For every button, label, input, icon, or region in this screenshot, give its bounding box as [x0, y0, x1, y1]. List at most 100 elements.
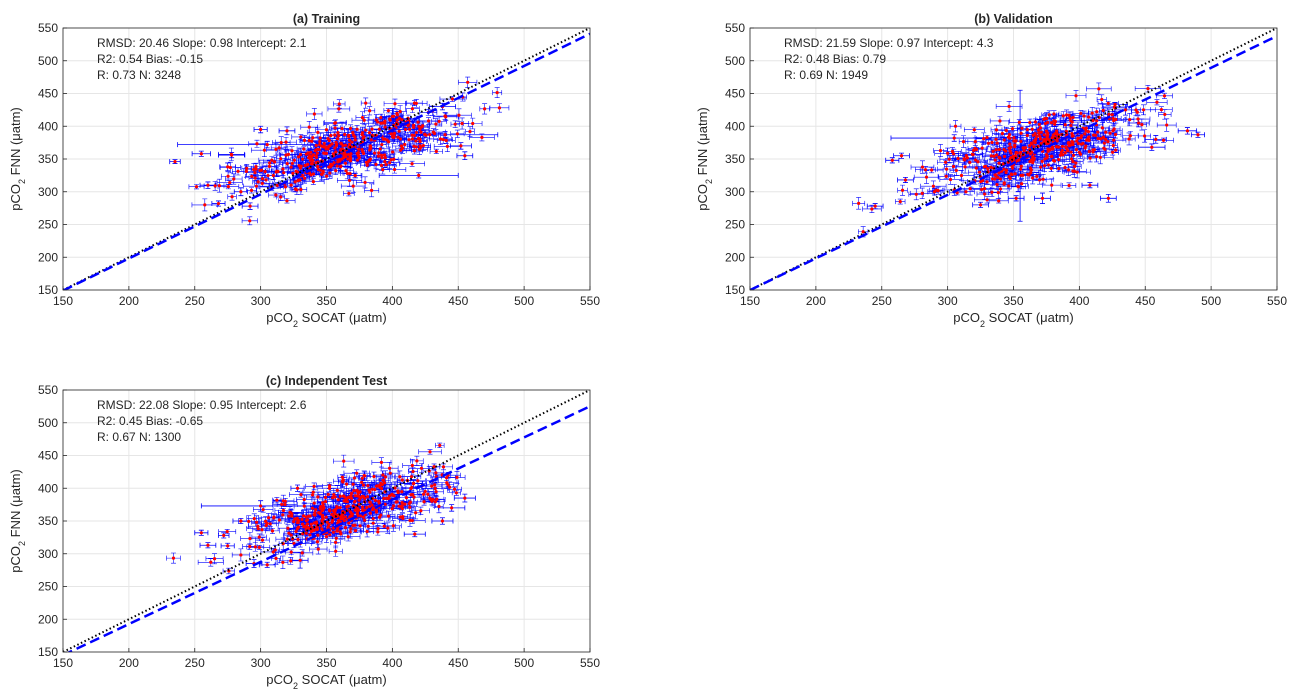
data-point — [1019, 139, 1023, 143]
data-point — [932, 190, 937, 194]
data-point — [480, 135, 484, 140]
data-point — [1034, 134, 1039, 139]
data-point — [1038, 134, 1042, 138]
data-point — [334, 169, 338, 173]
data-point — [318, 139, 322, 144]
data-point — [938, 148, 943, 153]
data-point — [347, 191, 351, 196]
data-point — [346, 157, 350, 161]
data-point — [324, 128, 329, 132]
data-point — [971, 152, 975, 157]
data-point — [1061, 153, 1065, 157]
data-point — [408, 500, 412, 504]
data-point — [282, 171, 286, 175]
data-point — [403, 142, 407, 147]
data-point — [1070, 120, 1074, 124]
data-point — [228, 165, 232, 170]
data-point — [261, 507, 265, 512]
y-tick-label: 450 — [725, 87, 745, 101]
data-point — [325, 174, 329, 178]
data-point — [254, 165, 258, 169]
data-point — [1008, 142, 1012, 146]
data-point — [232, 177, 236, 181]
data-point — [393, 486, 397, 490]
data-point — [991, 177, 995, 181]
data-point — [1019, 164, 1023, 168]
data-point — [381, 137, 385, 141]
data-point — [1010, 166, 1015, 170]
data-point — [318, 168, 322, 172]
x-tick-label: 400 — [1069, 294, 1089, 308]
y-tick-label: 550 — [38, 21, 58, 35]
data-point — [387, 140, 391, 144]
data-point — [314, 507, 318, 512]
data-point — [900, 188, 905, 192]
data-point — [1112, 127, 1116, 131]
data-point — [412, 481, 416, 485]
data-point — [337, 134, 341, 138]
data-point — [403, 502, 407, 506]
data-point — [386, 109, 390, 113]
data-point — [257, 535, 261, 539]
data-point — [328, 484, 332, 488]
x-tick-label: 550 — [580, 294, 600, 308]
data-point — [266, 516, 271, 520]
data-point — [291, 171, 295, 176]
data-point — [980, 187, 984, 192]
data-point — [1033, 120, 1037, 124]
data-point — [1069, 143, 1073, 147]
data-point — [353, 135, 357, 139]
data-point — [899, 154, 904, 158]
data-point — [312, 112, 316, 116]
data-point — [410, 162, 414, 166]
data-point — [483, 107, 487, 111]
x-tick-label: 300 — [251, 294, 271, 308]
data-point — [395, 118, 399, 122]
data-point — [347, 138, 352, 142]
data-point — [203, 203, 207, 207]
data-point — [1113, 102, 1117, 107]
data-point — [1071, 159, 1075, 164]
data-point — [302, 504, 306, 508]
data-point — [414, 511, 418, 515]
data-point — [982, 137, 986, 141]
data-point — [1016, 185, 1020, 189]
data-point — [285, 129, 289, 133]
x-axis-label: pCO2 SOCAT (μatm) — [266, 310, 386, 329]
data-point — [357, 147, 361, 151]
data-point — [428, 133, 432, 137]
data-point — [306, 525, 310, 529]
data-point — [997, 199, 1001, 203]
y-tick-label: 150 — [725, 283, 745, 297]
data-point — [1037, 131, 1041, 135]
data-point — [294, 529, 298, 534]
data-point — [963, 165, 967, 169]
data-point — [389, 132, 394, 136]
data-point — [415, 459, 419, 463]
data-point — [338, 505, 342, 510]
data-point — [290, 512, 294, 516]
data-point — [281, 513, 285, 517]
data-point — [434, 471, 438, 475]
data-point — [1079, 136, 1083, 140]
data-point — [253, 545, 257, 549]
data-point — [397, 129, 401, 133]
data-point — [383, 125, 387, 129]
data-point — [1106, 139, 1110, 144]
data-point — [1083, 132, 1087, 136]
data-point — [318, 142, 322, 147]
x-tick-label: 500 — [1201, 294, 1221, 308]
data-point — [302, 147, 306, 151]
data-point — [368, 109, 372, 113]
data-point — [392, 135, 396, 140]
y-tick-label: 400 — [38, 119, 58, 133]
y-tick-label: 550 — [725, 21, 745, 35]
data-point — [264, 523, 268, 528]
data-point — [379, 460, 384, 465]
data-point — [355, 511, 360, 516]
data-point — [257, 545, 261, 549]
data-point — [1013, 144, 1017, 149]
y-axis-label: pCO2 FNN (μatm) — [8, 469, 27, 573]
stats-line: R: 0.69 N: 1949 — [784, 68, 868, 82]
data-point — [1029, 141, 1034, 145]
